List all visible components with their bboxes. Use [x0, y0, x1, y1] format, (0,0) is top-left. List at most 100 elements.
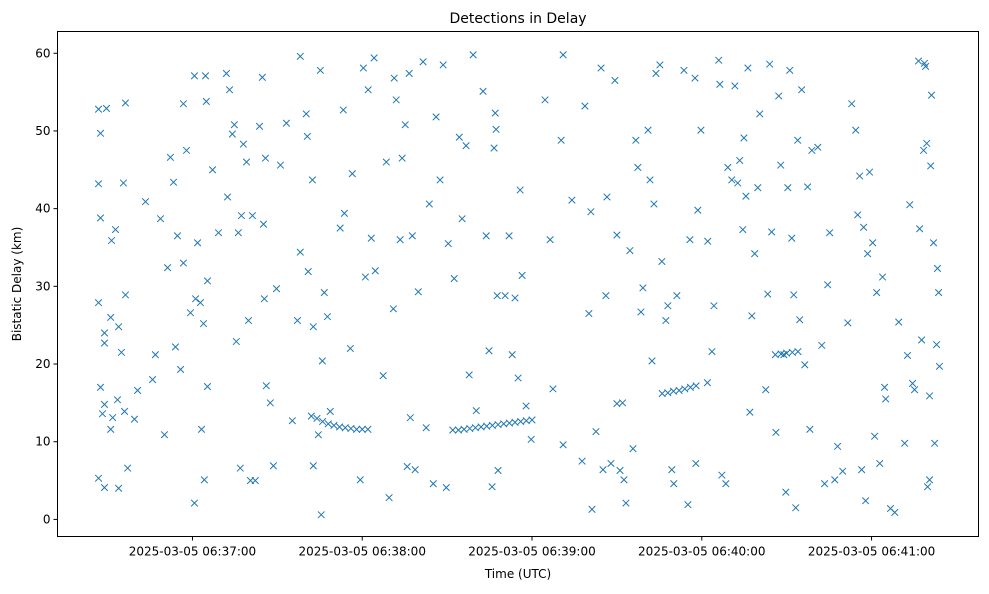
data-point [501, 292, 509, 300]
data-point [392, 96, 400, 104]
data-point [803, 183, 812, 191]
data-point [697, 126, 705, 134]
data-point [549, 385, 557, 393]
data-point [318, 357, 326, 365]
y-tick-label: 0 [43, 512, 51, 526]
data-point [925, 476, 934, 484]
data-point [401, 121, 409, 129]
data-point [670, 480, 678, 488]
data-point [592, 427, 600, 436]
data-point [559, 51, 567, 59]
data-point [107, 425, 115, 433]
data-point [425, 200, 433, 208]
data-point [491, 109, 499, 117]
data-point [449, 426, 457, 434]
data-point [578, 457, 586, 465]
data-point [806, 425, 814, 433]
data-point [895, 318, 903, 326]
data-point [111, 225, 120, 234]
data-point [403, 462, 411, 471]
data-point [691, 74, 699, 82]
data-point [686, 383, 695, 391]
data-point [492, 125, 500, 134]
data-point [179, 259, 188, 267]
data-point [644, 126, 652, 134]
data-point [114, 323, 123, 331]
data-point [361, 273, 370, 281]
data-point [607, 459, 615, 468]
data-point [436, 176, 444, 184]
data-point [359, 64, 368, 72]
data-point [367, 234, 375, 242]
data-point [516, 186, 524, 194]
data-point [186, 309, 195, 317]
data-point [237, 211, 246, 220]
data-point [223, 193, 232, 201]
data-point [114, 484, 123, 492]
data-point [798, 86, 806, 94]
data-point [232, 337, 240, 346]
data-point [871, 432, 879, 440]
data-point [620, 476, 628, 484]
data-point [251, 476, 259, 485]
data-point [910, 386, 919, 394]
y-axis-label: Bistatic Delay (km) [10, 227, 24, 342]
data-point [792, 504, 800, 512]
data-point [852, 126, 860, 134]
data-point [748, 312, 756, 320]
data-point [472, 406, 480, 415]
data-point [740, 134, 748, 142]
data-point [786, 66, 794, 74]
data-point [432, 113, 440, 121]
data-point [422, 424, 430, 432]
data-point [686, 236, 694, 244]
data-point [856, 172, 864, 180]
data-point [923, 139, 931, 148]
data-point [100, 400, 109, 409]
data-point [200, 476, 209, 484]
data-point [675, 386, 683, 395]
data-point [94, 298, 103, 307]
data-point [872, 288, 881, 297]
data-point [462, 142, 470, 150]
data-point [917, 336, 926, 344]
data-point [269, 462, 278, 470]
data-point [694, 206, 702, 214]
data-point [94, 180, 103, 188]
data-point [784, 184, 792, 192]
data-point [309, 462, 317, 470]
data-point [920, 59, 929, 68]
data-point [214, 229, 223, 237]
data-point [119, 179, 128, 187]
data-point [330, 421, 338, 430]
data-point [801, 361, 809, 369]
data-point [288, 417, 297, 425]
data-point [546, 236, 554, 244]
data-point [932, 340, 941, 349]
data-point [302, 110, 310, 118]
data-point [494, 466, 502, 475]
data-point [715, 56, 723, 64]
data-point [863, 250, 872, 258]
data-point [656, 61, 664, 69]
data-point [568, 196, 576, 204]
data-point [831, 476, 839, 484]
data-point [244, 316, 253, 325]
data-point [557, 136, 565, 144]
data-point [364, 86, 372, 94]
data-point [156, 215, 165, 223]
data-point [100, 339, 109, 347]
data-point [259, 220, 268, 228]
data-point [109, 413, 117, 422]
data-point [662, 316, 670, 325]
data-point [469, 51, 477, 59]
data-point [650, 200, 658, 208]
data-point [756, 110, 764, 118]
data-point [718, 471, 726, 479]
data-point [734, 179, 742, 187]
data-point [339, 106, 347, 114]
data-point [151, 351, 160, 359]
data-point [326, 407, 334, 416]
data-point [599, 466, 607, 474]
